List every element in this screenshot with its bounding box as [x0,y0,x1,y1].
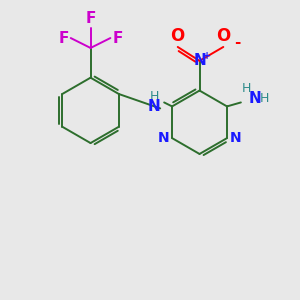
Text: N: N [158,131,169,145]
Text: N: N [148,99,161,114]
Text: F: F [85,11,96,26]
Text: F: F [112,31,123,46]
Text: +: + [203,51,211,61]
Text: N: N [248,91,261,106]
Text: H: H [260,92,269,105]
Text: H: H [150,90,159,103]
Text: N: N [193,53,206,68]
Text: H: H [242,82,251,95]
Text: F: F [58,31,69,46]
Text: N: N [230,131,242,145]
Text: -: - [234,35,241,50]
Text: O: O [171,27,185,45]
Text: O: O [216,27,230,45]
